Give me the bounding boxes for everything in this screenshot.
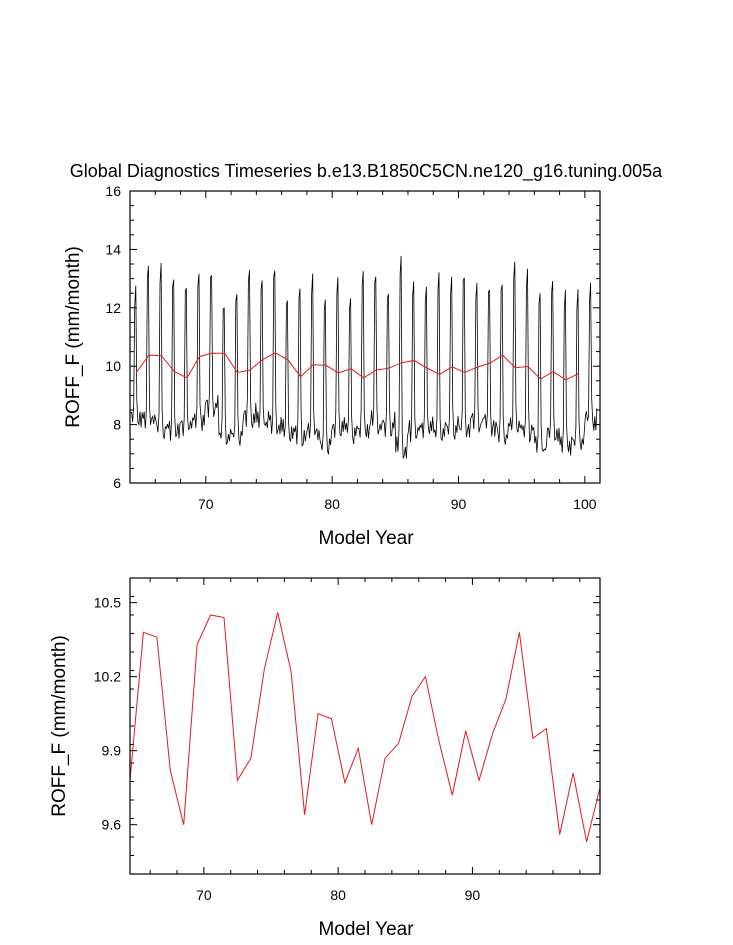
chart-title: Global Diagnostics Timeseries b.e13.B185…	[70, 161, 663, 182]
top-x-axis-title: Model Year	[318, 528, 414, 549]
x-tick-label: 80	[330, 887, 346, 903]
top-tick-labels: 70 80 90 100 6 8 10 12 14 16	[105, 183, 596, 512]
y-tick-label: 10	[105, 358, 121, 374]
y-tick-label: 9.6	[102, 817, 122, 833]
x-tick-label: 90	[465, 887, 481, 903]
bottom-series	[129, 612, 601, 843]
y-tick-label: 10.2	[94, 669, 121, 685]
bottom-x-axis-title: Model Year	[318, 919, 414, 940]
bottom-y-axis-title: ROFF_F (mm/month)	[49, 635, 70, 817]
y-tick-label: 12	[105, 300, 121, 316]
x-tick-label: 100	[573, 496, 597, 512]
x-tick-label: 70	[198, 496, 214, 512]
x-tick-label: 80	[324, 496, 340, 512]
bottom-tick-labels: 70 80 90 9.6 9.9 10.2 10.5	[94, 595, 481, 903]
x-tick-label: 90	[451, 496, 467, 512]
top-timeseries-chart: Global Diagnostics Timeseries b.e13.B185…	[63, 161, 663, 549]
y-tick-label: 8	[113, 417, 121, 433]
y-tick-label: 9.9	[102, 743, 122, 759]
y-tick-label: 16	[105, 183, 121, 199]
y-tick-label: 6	[113, 475, 121, 491]
y-tick-label: 10.5	[94, 595, 121, 611]
top-y-axis-title: ROFF_F (mm/month)	[63, 246, 84, 428]
series-line-annual-mean	[129, 612, 601, 843]
y-tick-label: 14	[105, 241, 121, 257]
bottom-annual-chart: 70 80 90 9.6 9.9 10.2 10.5 Model Year ROFF_F (…	[49, 577, 601, 940]
bottom-plot-frame	[129, 577, 601, 875]
bottom-ticks	[130, 577, 600, 875]
top-series	[130, 255, 598, 459]
series-line-annual-mean	[135, 352, 579, 381]
x-tick-label: 70	[196, 887, 212, 903]
top-plot-frame	[129, 190, 601, 484]
series-line-monthly	[130, 255, 598, 459]
